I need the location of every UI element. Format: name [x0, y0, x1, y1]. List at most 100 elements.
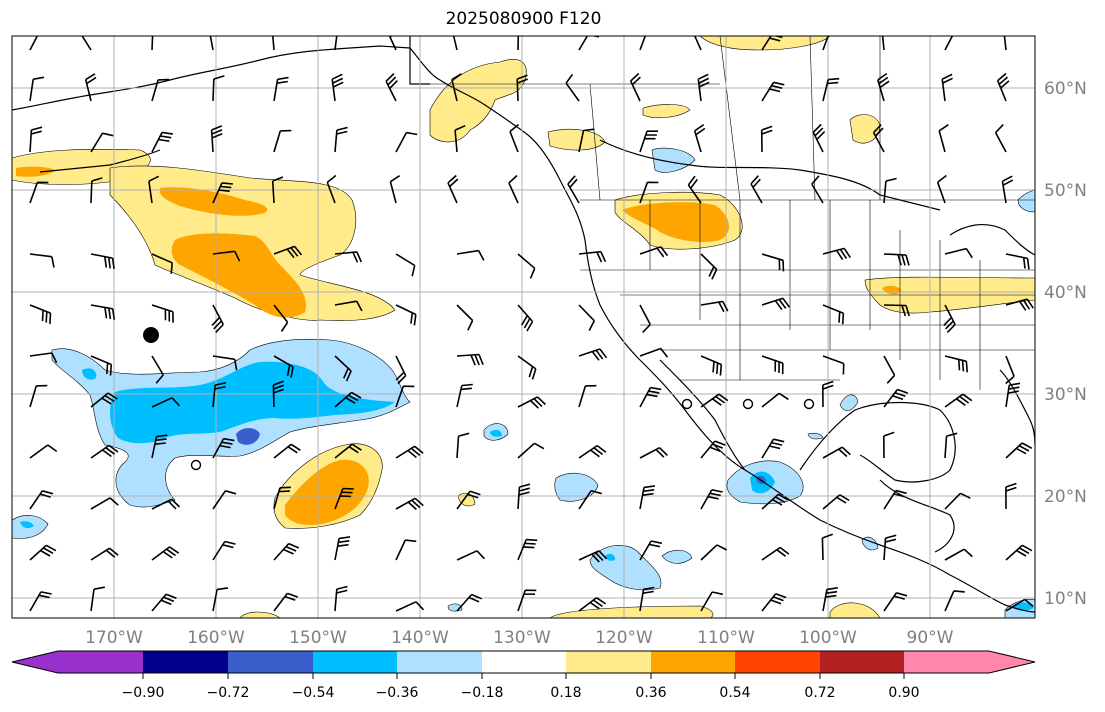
- wind-barb: [883, 592, 908, 612]
- open-circle-marker: [190, 459, 202, 471]
- wind-barb: [883, 304, 910, 317]
- wind-barb: [700, 591, 724, 612]
- wind-barb: [883, 177, 897, 204]
- wind-barb: [761, 438, 785, 459]
- wind-barb: [395, 253, 416, 277]
- lon-label: 110°W: [697, 628, 755, 648]
- latitude-labels: 10°N 20°N 30°N 40°N 50°N 60°N: [1044, 79, 1087, 609]
- colorbar-segment: [820, 651, 904, 673]
- wind-barb: [395, 539, 417, 561]
- lat-label: 30°N: [1044, 385, 1087, 405]
- wind-barb: [761, 36, 783, 51]
- wind-barb: [90, 355, 113, 376]
- wind-barb: [209, 36, 214, 51]
- wind-barb: [151, 355, 164, 384]
- colorbar-tick-label: −0.54: [292, 685, 335, 701]
- wind-barb: [517, 396, 546, 409]
- colorbar-extend-low: [12, 651, 58, 673]
- wind-barb: [700, 544, 728, 561]
- wind-barb: [578, 384, 597, 408]
- wind-barb: [447, 174, 459, 204]
- wind-barb: [1003, 36, 1007, 51]
- wind-barb: [822, 380, 834, 408]
- colorbar-segment: [735, 651, 820, 673]
- wind-barb: [212, 182, 233, 204]
- wind-barb: [700, 300, 729, 313]
- wind-barb: [90, 444, 119, 459]
- storm-center-marker: [143, 327, 159, 343]
- wind-barb: [944, 247, 973, 259]
- colorbar-segment: [143, 651, 228, 673]
- colorbar-segment: [58, 651, 143, 673]
- wind-barb: [693, 36, 702, 51]
- wind-barb: [385, 73, 398, 102]
- wind-barb: [943, 304, 956, 333]
- colorbar-segment: [566, 651, 651, 673]
- wind-barb: [750, 175, 763, 204]
- wind-barb: [944, 590, 965, 612]
- lat-label: 10°N: [1044, 589, 1087, 609]
- wind-barb: [517, 442, 545, 459]
- wind-barb: [761, 392, 789, 408]
- wind-barb: [212, 250, 241, 262]
- wind-barb: [452, 36, 458, 51]
- wind-barb: [687, 175, 702, 204]
- wind-barb: [578, 444, 607, 459]
- wind-barb: [81, 36, 92, 51]
- wind-barb: [151, 131, 174, 153]
- wind-barb: [761, 81, 785, 102]
- wind-barb: [271, 36, 275, 51]
- wind-barb: [822, 355, 845, 375]
- open-circle-marker: [742, 398, 754, 410]
- wind-barb: [395, 131, 418, 153]
- wind-barb: [578, 128, 595, 153]
- wind-barb: [272, 380, 285, 408]
- wind-barb: [456, 593, 483, 612]
- lon-label: 150°W: [289, 628, 347, 648]
- colorbar-segment: [482, 651, 566, 673]
- wind-barb: [693, 123, 706, 153]
- wind-barb: [639, 304, 652, 333]
- map-title: 2025080900 F120: [445, 9, 602, 29]
- colorbar-tick-label: −0.90: [122, 685, 165, 701]
- wind-barb: [697, 73, 710, 102]
- wind-barb: [996, 72, 1010, 102]
- wind-barb: [334, 536, 351, 561]
- wind-barb: [331, 73, 344, 102]
- wind-barb: [334, 126, 348, 153]
- wind-barb: [578, 597, 607, 612]
- wind-barb: [629, 72, 641, 102]
- wind-barb: [273, 129, 292, 153]
- wind-barb: [334, 251, 363, 263]
- wind-barb: [212, 75, 225, 102]
- colorbar: −0.90 −0.72 −0.54 −0.36 −0.18 0.18 0.36 …: [11, 650, 1036, 701]
- wind-barb: [395, 355, 407, 385]
- colorbar-segment: [313, 651, 397, 673]
- longitude-labels: 170°W 160°W 150°W 140°W 130°W 120°W 110°…: [85, 628, 954, 648]
- state-borders: [410, 36, 1035, 390]
- wind-barb: [29, 304, 52, 325]
- wind-barb: [812, 123, 826, 153]
- wind-barb: [273, 245, 303, 259]
- wind-barb: [90, 497, 119, 510]
- wind-barb: [84, 73, 97, 102]
- wind-barb: [151, 304, 174, 323]
- wind-barb: [29, 253, 55, 268]
- wind-barb: [883, 489, 907, 510]
- wind-barb: [1001, 175, 1014, 204]
- wind-barb: [1005, 355, 1015, 385]
- wind-barb: [395, 445, 424, 459]
- wind-barb: [454, 124, 466, 153]
- wind-barb: [29, 444, 58, 459]
- wind-barb: [944, 355, 968, 373]
- wind-barb: [822, 494, 850, 510]
- wind-barb: [821, 533, 833, 561]
- wind-barb: [334, 391, 362, 408]
- colorbar-extend-high: [989, 651, 1035, 673]
- wind-barb: [212, 381, 227, 408]
- wind-barb: [639, 181, 659, 204]
- wind-barb: [29, 126, 43, 153]
- wind-barb: [941, 73, 953, 102]
- wind-barb: [822, 77, 840, 102]
